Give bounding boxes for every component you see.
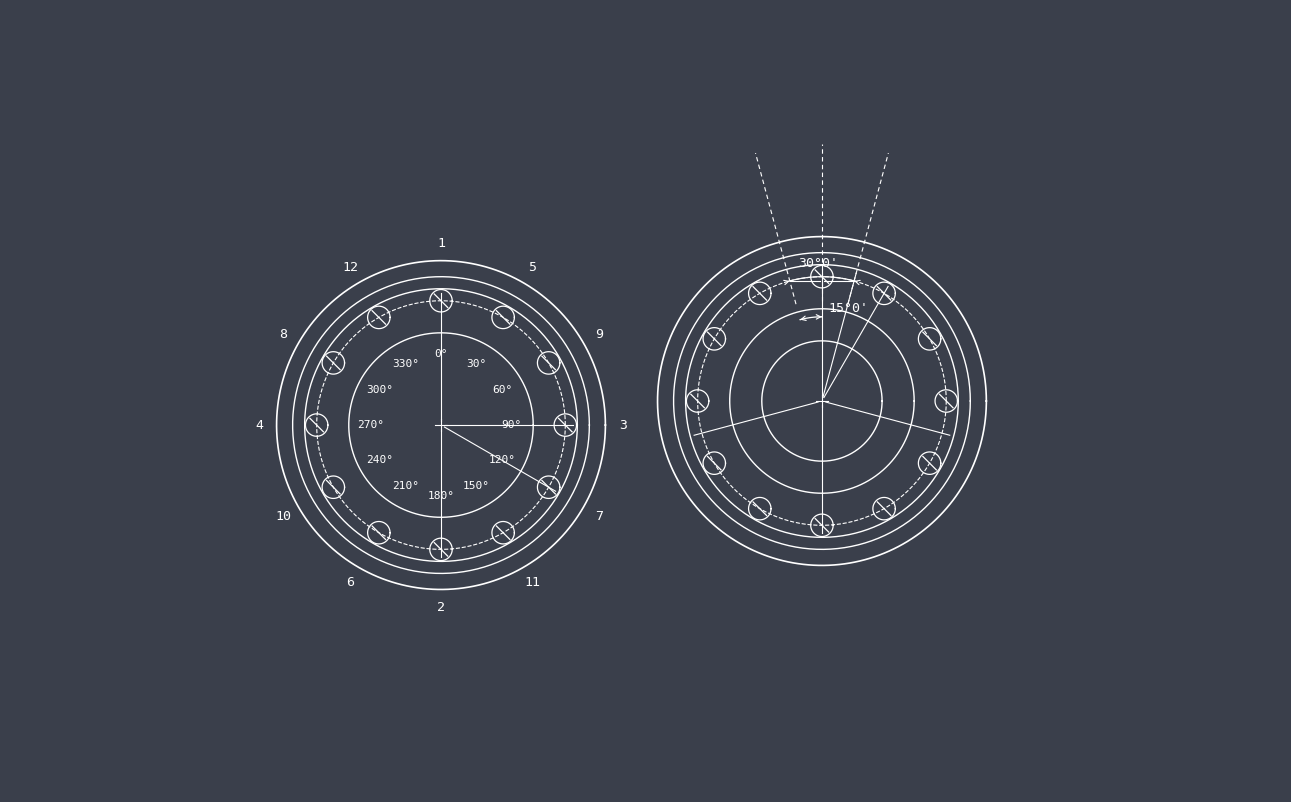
- Text: 3: 3: [620, 419, 627, 431]
- Text: 1: 1: [436, 237, 445, 249]
- Text: 120°: 120°: [488, 456, 515, 465]
- Text: 6: 6: [346, 576, 354, 589]
- Text: 9: 9: [595, 327, 603, 341]
- Text: 0°: 0°: [434, 350, 448, 359]
- Text: 8: 8: [279, 327, 288, 341]
- Text: 180°: 180°: [427, 491, 454, 500]
- Text: 11: 11: [524, 576, 540, 589]
- Text: 12: 12: [342, 261, 358, 274]
- Text: 30°0': 30°0': [798, 257, 838, 270]
- Text: 7: 7: [595, 509, 603, 523]
- Text: 10: 10: [275, 509, 292, 523]
- Text: 300°: 300°: [367, 385, 394, 395]
- Text: 270°: 270°: [356, 420, 383, 430]
- Text: 60°: 60°: [492, 385, 513, 395]
- Text: 330°: 330°: [392, 359, 420, 369]
- Text: 150°: 150°: [462, 481, 489, 491]
- Text: 5: 5: [528, 261, 536, 274]
- Text: 4: 4: [254, 419, 263, 431]
- Text: 30°: 30°: [466, 359, 487, 369]
- Text: 90°: 90°: [501, 420, 522, 430]
- Text: 15°0': 15°0': [829, 302, 869, 315]
- Text: 240°: 240°: [367, 456, 394, 465]
- Text: 210°: 210°: [392, 481, 420, 491]
- Text: 2: 2: [436, 601, 445, 614]
